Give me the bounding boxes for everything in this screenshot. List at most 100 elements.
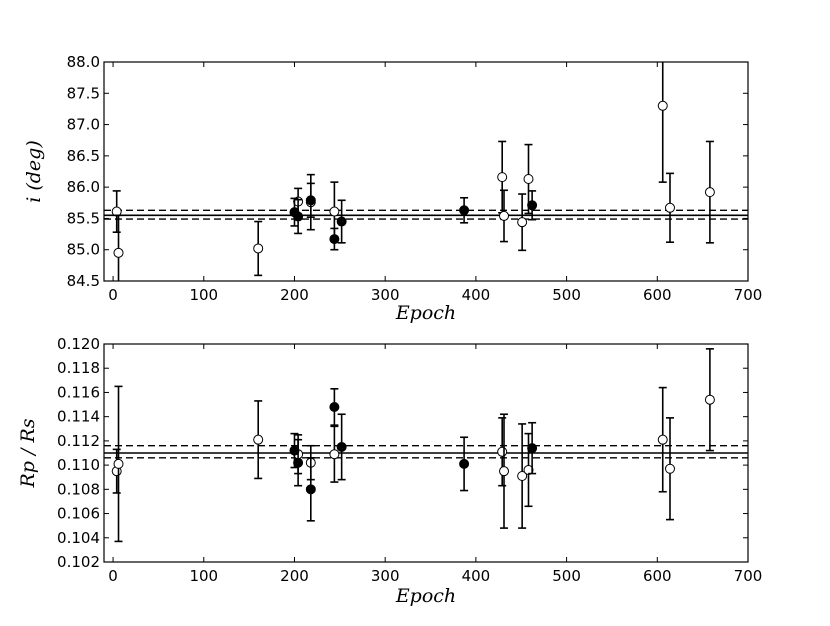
chart-panel-1: 0 100 200 300 400 500 600 700 84.5 85.0 85.5 86.0 86… [23, 53, 762, 324]
data-point [527, 190, 538, 221]
x-axis: 0 100 200 300 400 500 600 700 [108, 344, 762, 585]
open-marker [704, 187, 715, 198]
x-tick-label: 300 [371, 286, 400, 304]
x-tick-label: 200 [280, 567, 309, 585]
data-point [253, 400, 264, 480]
open-marker [499, 210, 510, 221]
y-axis: 0.102 0.104 0.106 0.108 0.110 0.112 0.114 0.116… [57, 335, 748, 571]
y-tick-label: 0.106 [57, 505, 100, 523]
open-marker [113, 458, 124, 469]
open-marker [253, 243, 264, 254]
open-marker [253, 434, 264, 445]
x-axis-label: Epoch [395, 302, 456, 324]
data-point [517, 193, 528, 252]
x-tick-label: 500 [552, 286, 581, 304]
open-marker [704, 394, 715, 405]
x-tick-label: 600 [643, 286, 672, 304]
data-point [523, 143, 534, 215]
x-tick-label: 0 [108, 567, 118, 585]
x-tick-label: 400 [462, 567, 491, 585]
open-marker [523, 174, 534, 185]
open-marker [497, 172, 508, 183]
open-marker [329, 206, 340, 217]
data-point [499, 189, 510, 243]
filled-marker [527, 443, 538, 454]
open-marker [329, 449, 340, 460]
filled-marker [459, 458, 470, 469]
data-point [111, 190, 122, 233]
plot-frame [103, 61, 749, 282]
plot-frame [103, 343, 749, 563]
data-point [113, 385, 124, 543]
x-tick-label: 100 [189, 286, 218, 304]
data-point [289, 197, 300, 227]
x-axis: 0 100 200 300 400 500 600 700 [108, 62, 762, 304]
y-tick-label: 0.118 [57, 359, 100, 377]
x-tick-label: 700 [734, 286, 763, 304]
data-point [329, 425, 340, 483]
data-point [336, 413, 347, 481]
filled-marker [329, 401, 340, 412]
filled-marker [305, 484, 316, 495]
y-tick-label: 85.5 [67, 209, 100, 227]
filled-marker [336, 441, 347, 452]
open-marker [517, 471, 528, 482]
open-marker [657, 100, 668, 111]
x-tick-label: 100 [189, 567, 218, 585]
data-point [329, 227, 340, 251]
filled-marker [293, 457, 304, 468]
data-point [499, 413, 510, 529]
reference-lines [104, 209, 748, 220]
data-points [111, 62, 715, 281]
open-marker [657, 434, 668, 445]
data-point [253, 220, 264, 277]
filled-marker [527, 200, 538, 211]
data-point [305, 457, 316, 522]
y-tick-label: 87.0 [67, 116, 100, 134]
filled-marker [336, 216, 347, 227]
y-axis: 84.5 85.0 85.5 86.0 86.5 87.0 87.5 88.0 [67, 53, 748, 290]
open-marker [497, 446, 508, 457]
open-marker [523, 464, 534, 475]
y-tick-label: 0.110 [57, 456, 100, 474]
data-point [293, 198, 304, 235]
x-tick-label: 300 [371, 567, 400, 585]
open-marker [499, 466, 510, 477]
filled-marker [305, 195, 316, 206]
data-point [336, 199, 347, 244]
data-point [704, 140, 715, 244]
x-tick-label: 400 [462, 286, 491, 304]
data-point [113, 214, 124, 281]
data-point [657, 386, 668, 493]
y-tick-label: 85.0 [67, 241, 100, 259]
chart-panel-2: 0 100 200 300 400 500 600 7000.1020.1040.1060.1… [17, 335, 762, 607]
data-point [305, 182, 316, 218]
x-tick-label: 500 [552, 567, 581, 585]
y-tick-label: 86.0 [67, 178, 100, 196]
data-point [527, 421, 538, 475]
y-axis-label: Rp / Rs [17, 418, 39, 488]
y-tick-label: 0.120 [57, 335, 100, 353]
y-tick-label: 0.112 [57, 432, 100, 450]
data-point [293, 438, 304, 487]
filled-marker [293, 211, 304, 222]
data-point [111, 448, 122, 494]
data-point [517, 423, 528, 529]
y-tick-label: 88.0 [67, 53, 100, 71]
y-tick-label: 84.5 [67, 272, 100, 290]
filled-marker [329, 234, 340, 245]
open-marker [517, 217, 528, 228]
data-point [459, 196, 470, 224]
x-tick-label: 200 [280, 286, 309, 304]
data-point [664, 417, 675, 521]
x-tick-label: 0 [108, 286, 118, 304]
open-marker [664, 463, 675, 474]
y-axis-label: i (deg) [23, 140, 45, 203]
filled-marker [289, 445, 300, 456]
y-tick-label: 0.108 [57, 480, 100, 498]
y-tick-label: 0.116 [57, 383, 100, 401]
data-point [664, 172, 675, 244]
reference-lines [104, 445, 748, 459]
data-point [704, 348, 715, 452]
y-tick-label: 86.5 [67, 147, 100, 165]
